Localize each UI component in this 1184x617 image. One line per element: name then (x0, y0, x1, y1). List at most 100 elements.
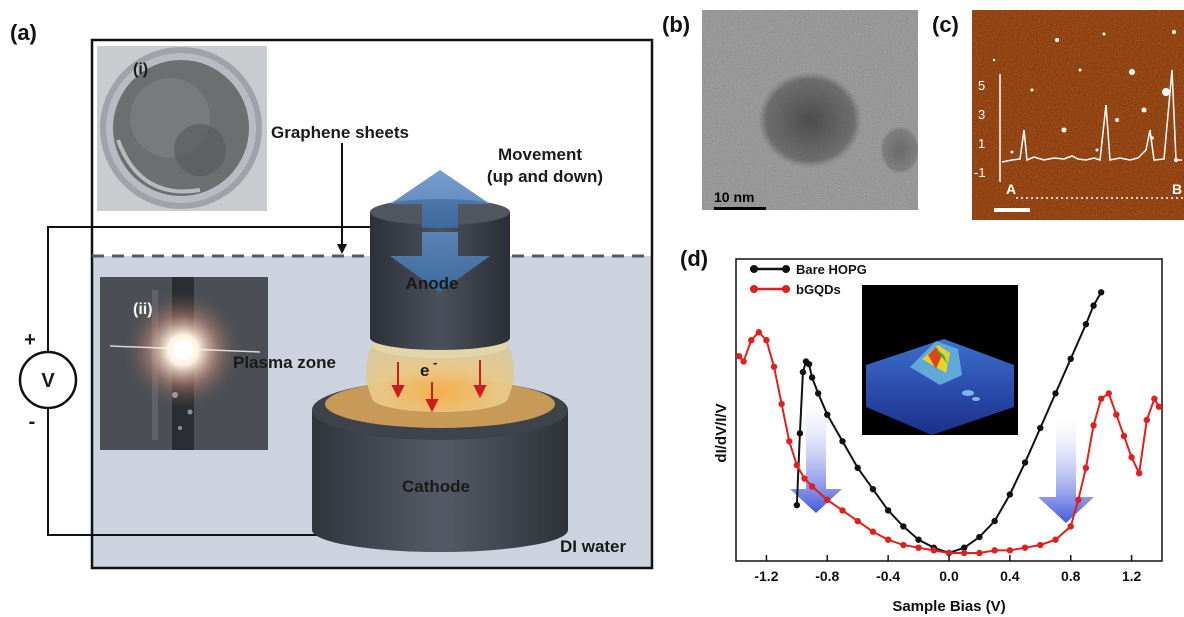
data-point-series-0 (808, 374, 816, 381)
profile-ytick: 1 (978, 136, 985, 151)
voltage-source (18, 350, 78, 410)
data-point-series-0 (839, 438, 846, 445)
x-tick-label: -0.4 (876, 568, 900, 584)
x-axis-label: Sample Bias (V) (892, 598, 1005, 615)
x-tick-label: -0.8 (815, 568, 839, 584)
panel-c-afm-image: 5 3 1 -1 A B (972, 10, 1184, 220)
plasma-zone (366, 345, 514, 412)
arrow-right (1038, 417, 1094, 523)
data-point-series-1 (1120, 432, 1128, 440)
legend: Bare HOPG bGQDs (750, 262, 867, 297)
data-point-series-0 (1037, 424, 1044, 432)
outer-frame (90, 38, 654, 570)
data-point-series-0 (805, 360, 813, 368)
data-point-series-0 (1090, 302, 1097, 309)
data-point-series-1 (945, 549, 953, 557)
data-point-series-1 (1052, 536, 1059, 543)
data-point-series-1 (1090, 422, 1097, 429)
data-point-series-1 (778, 400, 785, 408)
inset-i-label: (i) (133, 61, 148, 78)
profile-ytick: 3 (978, 107, 985, 122)
data-point-series-0 (1021, 459, 1029, 466)
data-point-series-1 (1135, 470, 1143, 477)
voltage-label: V (41, 370, 55, 392)
data-point-series-1 (1006, 547, 1014, 554)
data-point-series-1 (869, 528, 877, 535)
data-point-series-1 (976, 549, 983, 557)
movement-label-line2: (up and down) (487, 167, 603, 186)
data-point-series-1 (735, 352, 743, 360)
x-tick-label: 1.2 (1122, 568, 1142, 584)
data-point-series-0 (915, 536, 922, 543)
x-tick-label: 0.4 (1000, 568, 1020, 584)
electron-arrows (391, 360, 487, 413)
profile-point-b: B (1172, 181, 1182, 197)
circuit-wire-bottom (47, 408, 320, 536)
data-point-series-0 (976, 533, 983, 541)
data-point-series-1 (1143, 416, 1150, 424)
data-point-series-1 (793, 462, 801, 469)
y-axis-label: dI/dV/I/V (714, 403, 730, 462)
plasma-label: Plasma zone (233, 353, 336, 372)
data-point-series-1 (884, 536, 892, 543)
data-point-series-1 (801, 475, 808, 482)
profile-ytick: 5 (978, 78, 985, 93)
data-point-series-0 (796, 430, 804, 437)
x-tick-label: 0.8 (1061, 568, 1081, 584)
data-point-series-1 (786, 438, 793, 445)
stm-3d-inset (862, 285, 1018, 435)
data-point-series-0 (814, 390, 822, 397)
electron-superscript: - (433, 355, 437, 370)
data-point-series-1 (1113, 411, 1120, 418)
data-point-series-0 (991, 517, 998, 525)
legend-label-bare-hopg: Bare HOPG (796, 262, 867, 277)
anode-label: Anode (406, 274, 459, 293)
circuit-wire-top (47, 226, 372, 352)
electron-label: e (420, 361, 429, 380)
data-point-series-1 (1105, 390, 1112, 397)
data-point-series-1 (854, 517, 861, 525)
data-point-series-0 (961, 544, 968, 551)
panel-label-a: (a) (10, 20, 37, 45)
legend-label-bgqds: bGQDs (796, 282, 841, 297)
quantum-dot (758, 72, 862, 168)
data-point-series-0 (1052, 390, 1059, 397)
data-point-series-1 (1128, 454, 1135, 461)
x-tick-label: 0.0 (939, 568, 959, 584)
data-point-series-0 (869, 485, 877, 493)
cathode-cylinder (312, 410, 568, 552)
data-point-series-1 (900, 541, 907, 549)
data-point-series-1 (740, 358, 747, 365)
data-point-series-1 (755, 329, 763, 336)
data-point-series-0 (793, 501, 801, 509)
height-profile-line (1001, 69, 1182, 163)
data-point-series-1 (839, 507, 846, 514)
data-point-series-1 (1067, 523, 1074, 530)
data-point-series-1 (763, 337, 770, 344)
inset-ii-label: (ii) (133, 301, 153, 318)
data-point-series-1 (1037, 541, 1044, 549)
panel-label-b: (b) (662, 12, 691, 37)
data-point-series-1 (824, 496, 831, 503)
profile-point-a: A (1006, 181, 1016, 197)
water-label: DI water (560, 537, 627, 556)
data-point-series-0 (1097, 289, 1105, 296)
data-point-series-0 (1067, 355, 1074, 363)
afm-dots (992, 30, 1178, 162)
minus-label: - (29, 411, 36, 433)
data-point-series-1 (748, 337, 755, 344)
data-point-series-1 (1082, 464, 1090, 472)
plus-label: + (24, 329, 36, 351)
data-point-series-1 (991, 547, 998, 554)
panel-b-tem-image: 10 nm (702, 10, 918, 210)
panel-label-d: (d) (680, 246, 709, 271)
data-point-series-0 (1082, 321, 1090, 328)
data-point-series-0 (900, 523, 907, 530)
panel-label-c: (c) (932, 12, 959, 37)
data-point-series-1 (961, 549, 968, 557)
panel-d-sts-chart: -1.2 -0.8 -0.4 0.0 0.4 0.8 1.2 Bare HOPG bGQDs… (714, 258, 1163, 615)
cathode-label: Cathode (402, 477, 470, 496)
data-point-series-0 (854, 464, 861, 472)
data-point-series-0 (824, 411, 831, 418)
panel-a-schematic: (i) (ii) Graphene sheets Movement (up an… (18, 38, 654, 570)
